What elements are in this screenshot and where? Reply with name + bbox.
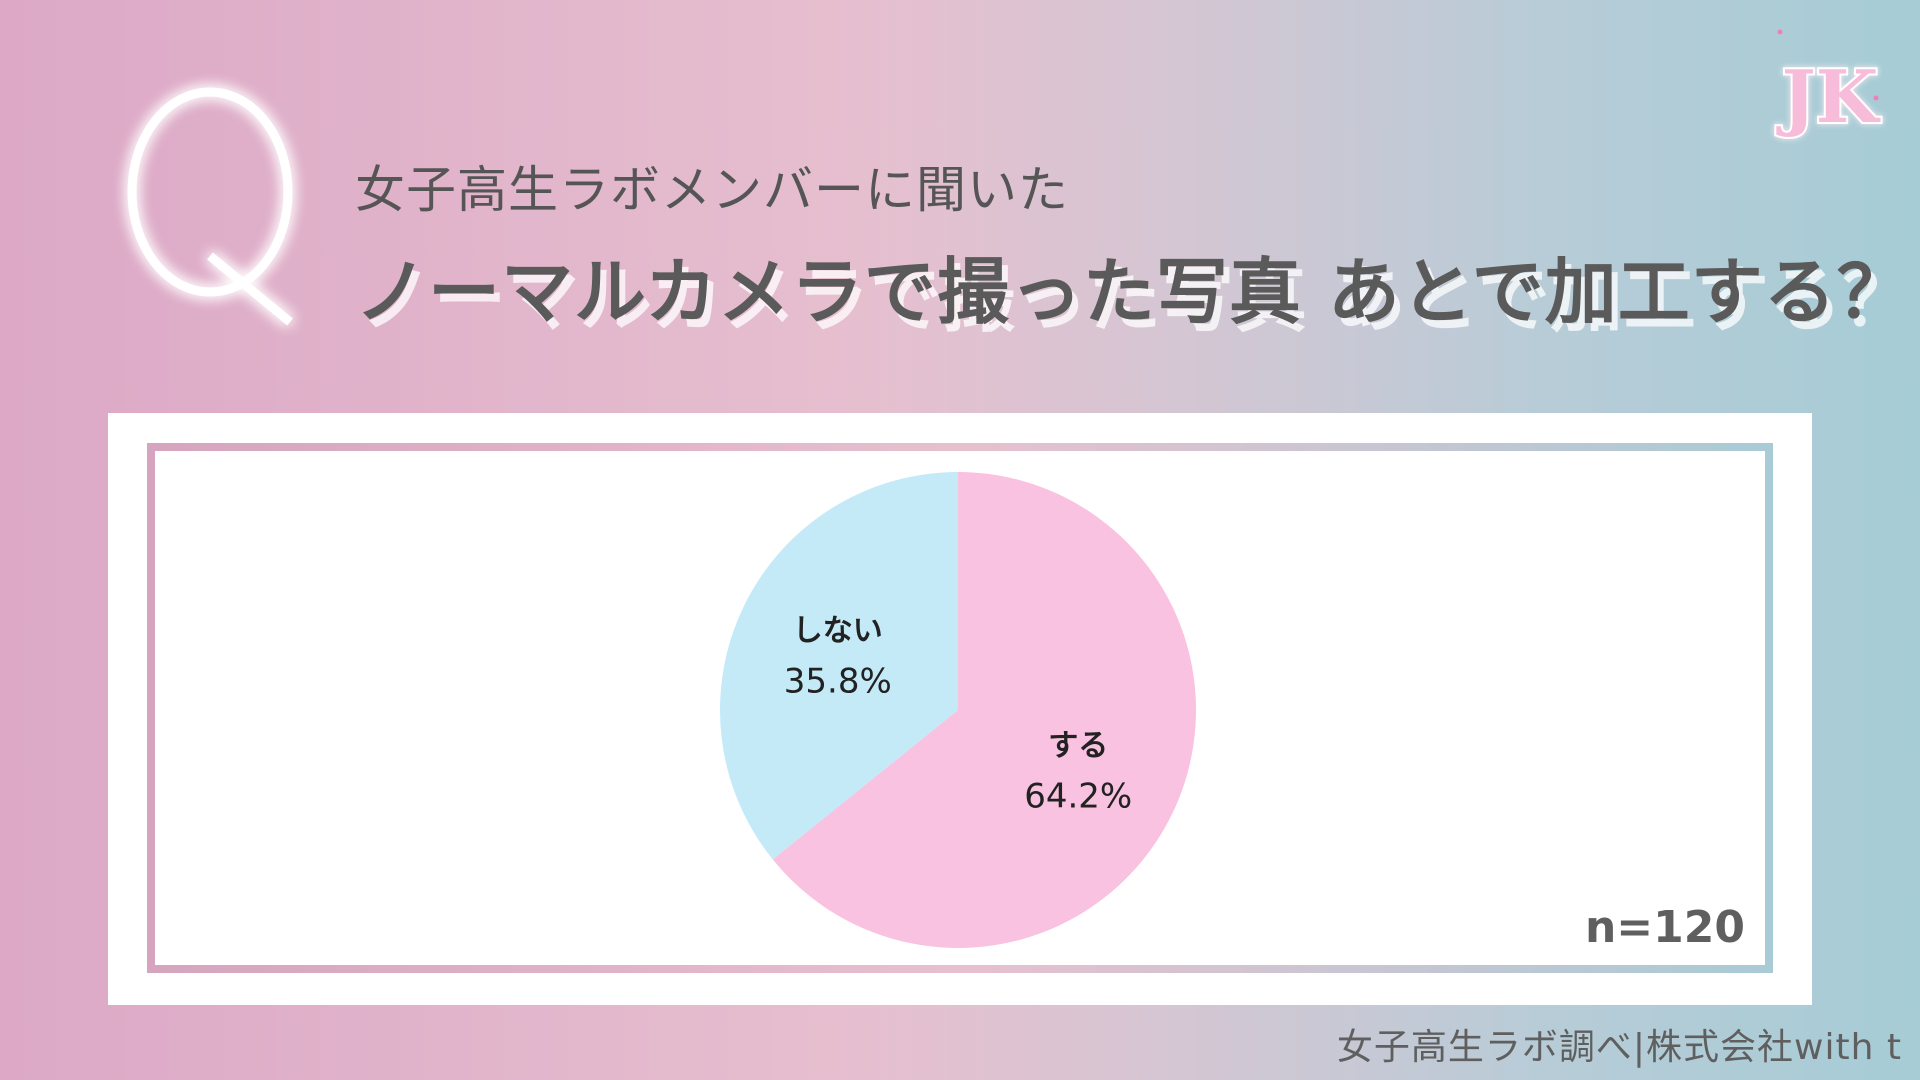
pie-chart: する 64.2% しない 35.8% [720, 472, 1196, 948]
slice-value-0: 64.2% [1024, 777, 1132, 817]
slice-label-1: しない [793, 613, 883, 648]
pie-slice-1 [720, 472, 958, 860]
q-mark-icon [127, 87, 293, 326]
jk-logo-icon: JK [1774, 29, 1883, 141]
sample-size-label: n=120 [1584, 902, 1745, 953]
slice-label-0: する [1048, 729, 1108, 764]
page-title: ノーマルカメラで撮った写真 あとで加工する？ [355, 250, 1910, 334]
pie-slice-0 [772, 472, 1196, 948]
source-credit: 女子高生ラボ調べ|株式会社with t [1336, 1027, 1902, 1068]
logo-text: JK [1776, 54, 1881, 139]
slice-value-1: 35.8% [784, 661, 892, 701]
subtitle: 女子高生ラボメンバーに聞いた [355, 161, 1069, 219]
